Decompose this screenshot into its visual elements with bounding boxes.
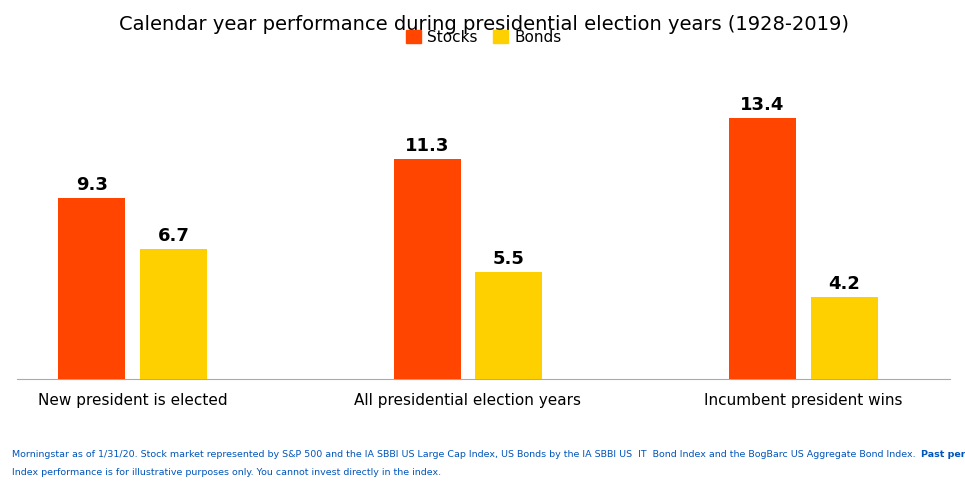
- Text: 5.5: 5.5: [493, 250, 525, 268]
- Legend: Stocks, Bonds: Stocks, Bonds: [400, 24, 567, 51]
- Bar: [476, 272, 542, 379]
- Title: Calendar year performance during presidential election years (1928-2019): Calendar year performance during preside…: [119, 15, 848, 34]
- Text: 13.4: 13.4: [740, 96, 785, 114]
- Bar: [729, 118, 796, 379]
- Text: 6.7: 6.7: [157, 226, 189, 244]
- Bar: [394, 159, 460, 379]
- Text: Morningstar as of 1/31/20. Stock market represented by S&P 500 and the IA SBBI U: Morningstar as of 1/31/20. Stock market …: [12, 450, 922, 459]
- Text: 11.3: 11.3: [405, 137, 450, 155]
- Bar: [140, 248, 207, 379]
- Text: Past performance does not guarantee or indicate future results.: Past performance does not guarantee or i…: [922, 450, 965, 459]
- Bar: [811, 297, 878, 379]
- Bar: [58, 198, 125, 379]
- Text: 9.3: 9.3: [76, 176, 108, 194]
- Text: 4.2: 4.2: [828, 275, 860, 293]
- Text: Index performance is for illustrative purposes only. You cannot invest directly : Index performance is for illustrative pu…: [12, 468, 441, 477]
